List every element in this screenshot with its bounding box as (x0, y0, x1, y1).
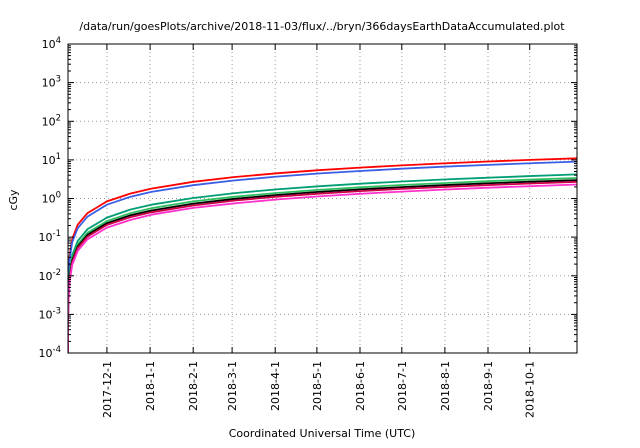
x-axis-label: Coordinated Universal Time (UTC) (229, 427, 416, 440)
y-tick-label: 10-3 (39, 306, 61, 321)
x-tick-label: 2018-5-1 (311, 361, 324, 411)
chart-title: /data/run/goesPlots/archive/2018-11-03/f… (79, 20, 565, 33)
x-tick-label: 2018-9-1 (482, 361, 495, 411)
x-tick-label: 2018-8-1 (439, 361, 452, 411)
plot-area: 10-4 10-3 10-2 10-1 100 101 102 103 104 2017-12-1… (39, 36, 578, 418)
x-tick-label: 2018-6-1 (354, 361, 367, 411)
grid-lines (68, 43, 577, 354)
x-tick-label: 2018-1-1 (144, 361, 157, 411)
y-tick-label: 10-1 (39, 229, 61, 244)
y-axis-label: cGy (7, 189, 20, 211)
plot-border (67, 43, 578, 354)
axis-ticks: 10-4 10-3 10-2 10-1 100 101 102 103 104 2017-12-1… (39, 36, 577, 418)
y-tick-label: 10-2 (39, 268, 61, 283)
y-tick-label: 103 (42, 75, 61, 90)
x-tick-label: 2018-10-1 (524, 361, 537, 418)
y-tick-label: 10-4 (39, 345, 61, 360)
series-line-green (68, 177, 577, 353)
y-tick-label: 104 (42, 36, 61, 51)
series-curves (68, 157, 577, 353)
x-tick-label: 2018-7-1 (396, 361, 409, 411)
x-tick-label: 2018-3-1 (226, 361, 239, 411)
y-tick-label: 100 (42, 191, 61, 206)
x-tick-label: 2017-12-1 (101, 361, 114, 418)
series-line-crimson (68, 180, 577, 353)
y-tick-label: 102 (42, 113, 61, 128)
series-line-teal (68, 173, 577, 353)
x-tick-label: 2018-4-1 (269, 361, 282, 411)
y-tick-label: 101 (42, 152, 61, 167)
x-tick-label: 2018-2-1 (187, 361, 200, 411)
